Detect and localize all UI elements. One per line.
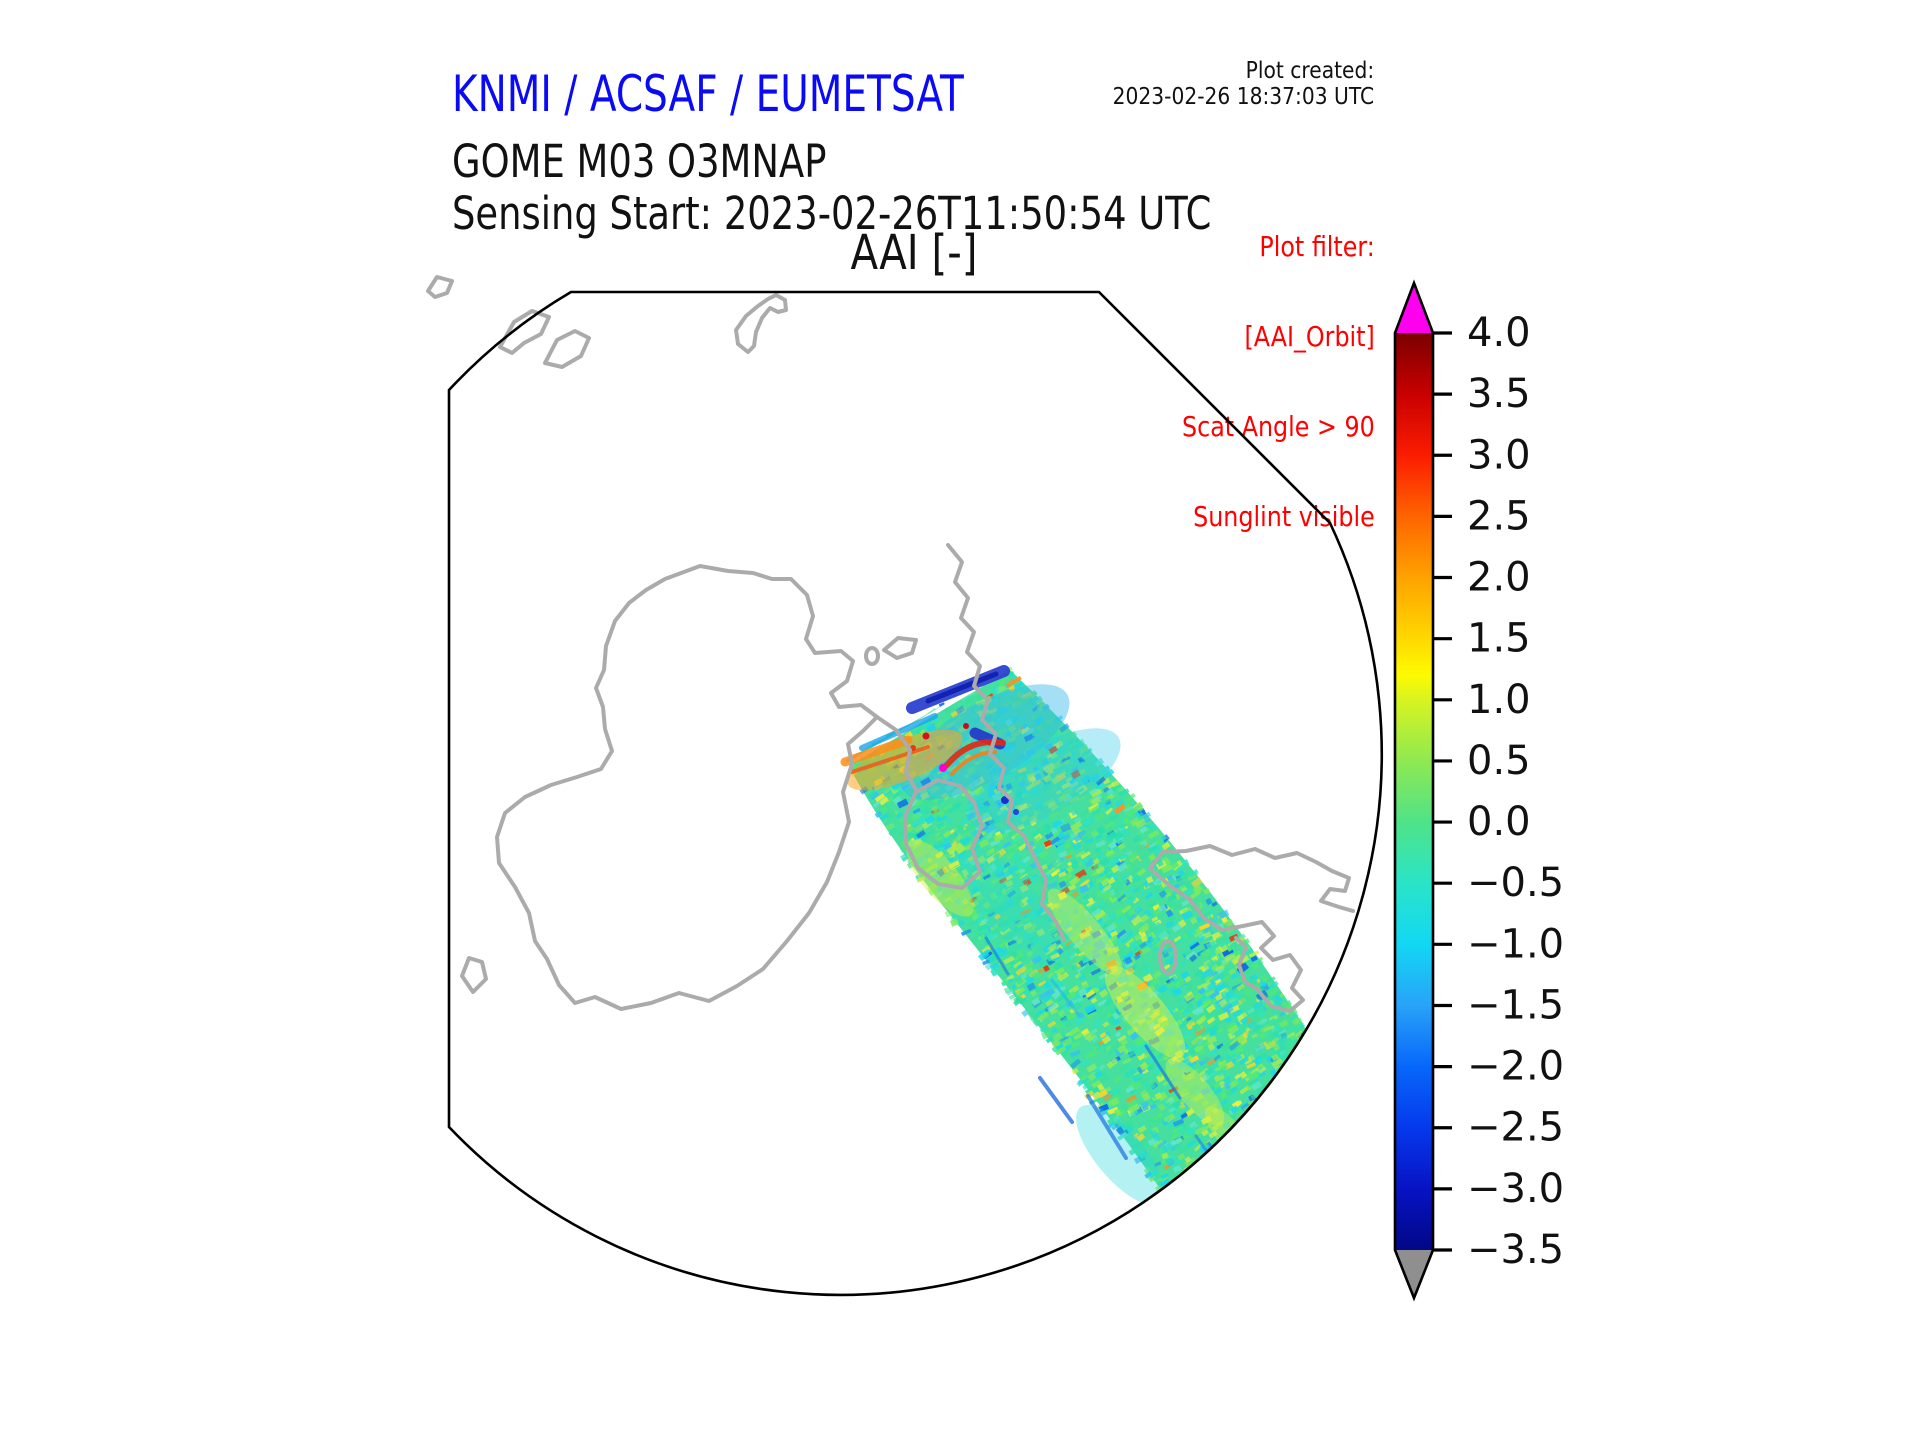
swath-layer bbox=[840, 665, 1340, 1215]
coastline-island-top-slanted bbox=[734, 293, 788, 354]
map-boundary bbox=[447, 290, 1383, 1297]
sensing-start-line: Sensing Start: 2023-02-26T11:50:54 UTC bbox=[452, 187, 1212, 240]
page-title: KNMI / ACSAF / EUMETSAT bbox=[452, 65, 964, 123]
coastline-island-arc-west bbox=[426, 275, 454, 299]
coastline-island-boundary-a bbox=[498, 309, 551, 355]
colorbar-gradient bbox=[1395, 333, 1433, 1250]
coastline-antarctic-islet bbox=[882, 636, 918, 660]
coastline-island-boundary-b bbox=[543, 329, 591, 369]
colorbar-tick-label: 2.0 bbox=[1467, 555, 1531, 601]
colorbar-tick-label: 2.5 bbox=[1467, 493, 1531, 539]
colorbar-tick-label: −2.0 bbox=[1467, 1044, 1564, 1090]
colorbar-tick-label: 1.0 bbox=[1467, 677, 1531, 723]
map-title: AAI [-] bbox=[850, 225, 978, 281]
colorbar-tick-label: −3.0 bbox=[1467, 1166, 1564, 1212]
colorbar-over-arrow bbox=[1395, 283, 1433, 333]
coastline-chile-island-ring bbox=[1158, 939, 1178, 975]
colorbar-tick-label: −1.0 bbox=[1467, 921, 1564, 967]
coastline-alexander-island bbox=[903, 778, 984, 890]
colorbar-tick-label: −1.5 bbox=[1467, 982, 1564, 1028]
colorbar-tick-label: 1.5 bbox=[1467, 616, 1531, 662]
colorbar-under-arrow bbox=[1395, 1250, 1433, 1298]
coastline-peninsula-base bbox=[875, 715, 918, 792]
filter-line-1: Plot filter: bbox=[1259, 230, 1375, 263]
plot-created-timestamp: 2023-02-26 18:37:03 UTC bbox=[1112, 84, 1374, 110]
colorbar-tick-label: −2.5 bbox=[1467, 1105, 1564, 1151]
filter-line-2: [AAI_Orbit] bbox=[1244, 320, 1375, 353]
colorbar-tick-label: −3.5 bbox=[1467, 1227, 1564, 1273]
coastline-island-west-small bbox=[460, 956, 488, 994]
plot-created-block: Plot created: 2023-02-26 18:37:03 UTC bbox=[1112, 58, 1374, 110]
product-title: GOME M03 O3MNAP bbox=[452, 135, 827, 188]
coastline-south-america-north-coast bbox=[1148, 844, 1355, 913]
filter-line-3: Scat Angle > 90 bbox=[1182, 410, 1375, 443]
colorbar-tick-label: 4.0 bbox=[1467, 310, 1531, 356]
colorbar-tick-label: 3.5 bbox=[1467, 371, 1531, 417]
plot-filter-block: Plot filter: [AAI_Orbit] Scat Angle > 90… bbox=[1182, 172, 1375, 592]
plot-created-label: Plot created: bbox=[1245, 58, 1374, 84]
colorbar-tick-label: 0.0 bbox=[1467, 799, 1531, 845]
coastline-antarctic-islet-ring bbox=[864, 646, 880, 666]
coastlines bbox=[426, 275, 1355, 1013]
colorbar-tick-label: 3.0 bbox=[1467, 432, 1531, 478]
coastline-peninsula-spine bbox=[946, 543, 1066, 942]
swath-features bbox=[840, 665, 1230, 1184]
filter-line-4: Sunglint visible bbox=[1193, 500, 1375, 533]
coastline-patagonia-west-coast bbox=[1150, 868, 1305, 1013]
coastline-antarctica-main bbox=[495, 564, 879, 1011]
colorbar: 4.0 3.5 3.0 2.5 2.0 1.5 1.0 0.5 0.0 −0.5 −1.0 −1.5 −… bbox=[1393, 279, 1564, 1302]
colorbar-tick-label: −0.5 bbox=[1467, 860, 1564, 906]
colorbar-tick-label: 0.5 bbox=[1467, 738, 1531, 784]
